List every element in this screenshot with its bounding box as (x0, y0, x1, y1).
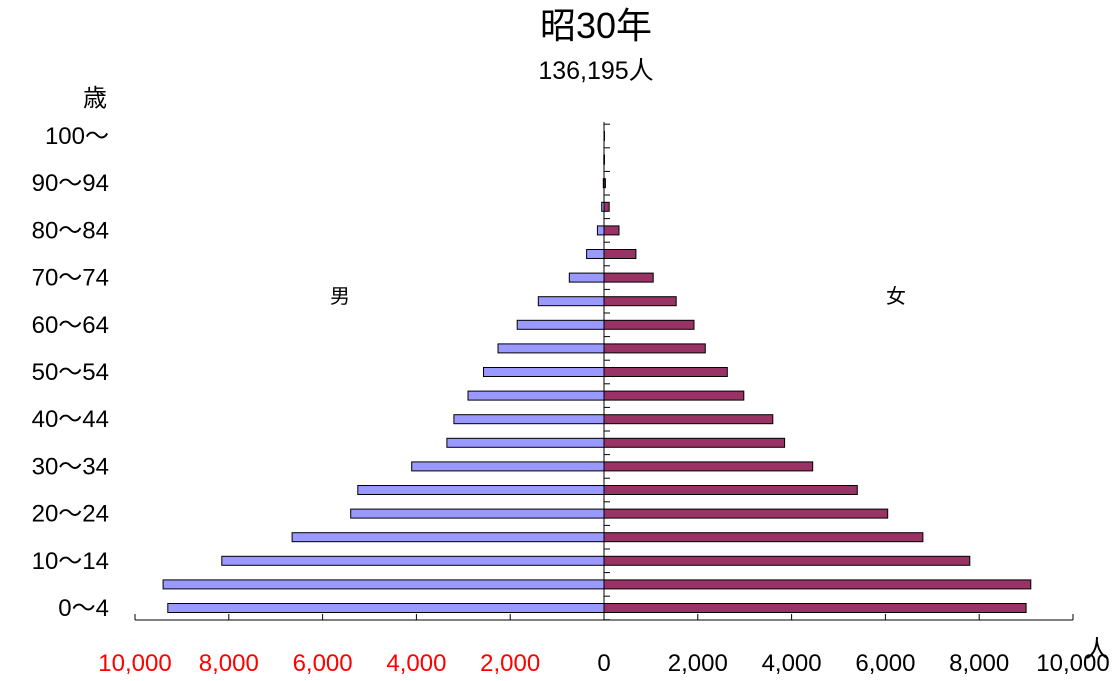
x-tick-label: 6,000 (293, 650, 353, 677)
bar-male-11 (497, 343, 605, 354)
bar-female-0 (603, 603, 1027, 613)
bar-female-14 (603, 272, 654, 283)
bar-male-6 (411, 461, 605, 472)
x-tick-label: 4,000 (386, 650, 446, 677)
y-tick-label: 90～94 (32, 170, 109, 197)
x-tick-label: 8,000 (949, 650, 1009, 677)
x-tick-labels: 10,000 8,000 6,000 4,000 2,000 0 2,000 4,000 6,0… (98, 650, 1109, 677)
x-axis-unit-label: 人 (1085, 636, 1109, 663)
y-tick-label: 40～44 (32, 406, 109, 433)
bar-male-15 (586, 249, 605, 259)
series-label-male: 男 (330, 286, 350, 308)
bar-male-10 (483, 367, 605, 377)
bar-female-5 (603, 485, 858, 495)
bar-male-14 (568, 272, 605, 283)
axes-group (134, 122, 1074, 621)
chart-subtitle: 136,195人 (538, 57, 653, 85)
bar-female-4 (603, 508, 889, 519)
y-tick-label: 70～74 (32, 265, 109, 292)
bar-male-0 (167, 603, 605, 613)
y-tick-label: 60～64 (32, 312, 109, 339)
bar-male-4 (350, 508, 605, 519)
y-tick-label: 20～24 (32, 501, 109, 528)
y-tick-label: 80～84 (32, 217, 109, 244)
x-tick-label: 2,000 (668, 650, 728, 677)
bar-male-2 (221, 555, 605, 566)
bar-female-16 (603, 225, 620, 236)
y-tick-label: 30～34 (32, 453, 109, 480)
y-tick-labels: 0～4 10～14 20～24 30～34 40～44 50～54 60～64 70～74 80… (32, 123, 109, 622)
x-tick-label: 0 (597, 650, 610, 677)
series-label-female: 女 (886, 285, 906, 308)
bar-male-7 (446, 437, 605, 448)
bar-female-15 (603, 249, 637, 259)
x-tick-label: 6,000 (855, 650, 915, 677)
bar-female-8 (603, 414, 774, 425)
bar-male-16 (596, 225, 605, 236)
y-axis-unit-label: 歳 (83, 85, 107, 112)
y-tick-label: 50～54 (32, 359, 109, 386)
bars-group (162, 131, 1032, 613)
bar-male-8 (453, 414, 605, 425)
bar-female-6 (603, 461, 814, 472)
y-tick-label: 10～14 (32, 548, 109, 575)
x-tick-label: 8,000 (199, 650, 259, 677)
bar-female-1 (603, 579, 1032, 590)
x-tick-label: 2,000 (480, 650, 540, 677)
bar-female-11 (603, 343, 706, 354)
bar-female-9 (603, 390, 745, 401)
x-tick-label: 10,000 (1036, 650, 1109, 677)
bar-female-17 (603, 201, 610, 212)
y-tick-label: 100～ (45, 123, 109, 150)
bar-female-10 (603, 367, 728, 377)
x-tick-label: 4,000 (762, 650, 822, 677)
bar-female-12 (603, 319, 695, 330)
x-tick-label: 10,000 (98, 650, 171, 677)
bar-male-5 (357, 485, 605, 495)
bar-male-1 (162, 579, 605, 590)
bar-male-13 (537, 296, 605, 307)
y-tick-label: 0～4 (58, 595, 109, 622)
chart-title: 昭30年 (540, 5, 652, 46)
bar-female-2 (603, 555, 971, 566)
bar-female-13 (603, 296, 677, 307)
bar-female-7 (603, 437, 786, 448)
bar-male-9 (467, 390, 605, 401)
bar-male-12 (516, 319, 605, 330)
bar-male-3 (291, 532, 605, 543)
bar-female-3 (603, 532, 924, 543)
